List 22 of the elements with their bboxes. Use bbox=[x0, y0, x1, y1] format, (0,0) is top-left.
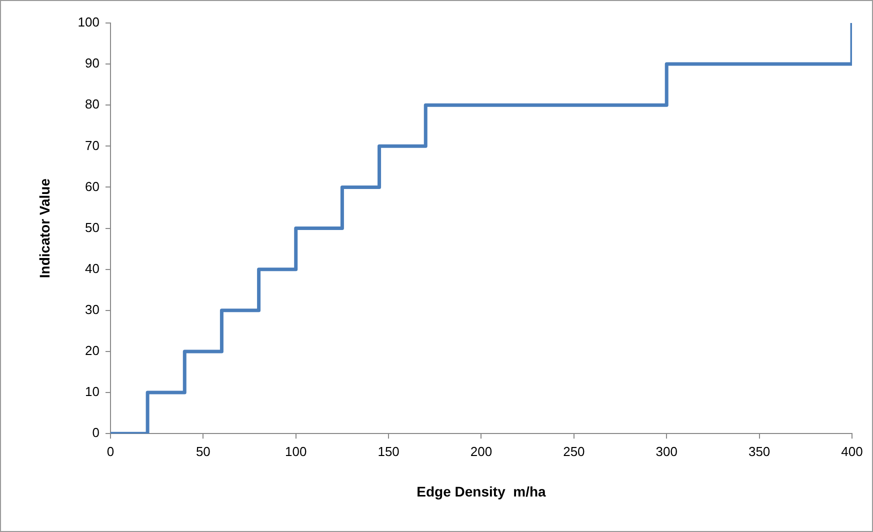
x-tick-label: 300 bbox=[656, 444, 678, 459]
y-tick-label: 80 bbox=[85, 96, 100, 112]
y-tick-label: 50 bbox=[85, 220, 100, 235]
x-axis-title: Edge Density m/ha bbox=[416, 483, 546, 500]
y-tick-label: 60 bbox=[85, 178, 100, 194]
x-tick-label: 250 bbox=[563, 444, 585, 459]
x-tick-label: 100 bbox=[285, 444, 307, 459]
x-tick-label: 150 bbox=[378, 444, 400, 459]
y-tick-label: 40 bbox=[85, 260, 100, 276]
y-tick-label: 90 bbox=[85, 56, 100, 71]
y-axis-title: Indicator Value bbox=[36, 178, 52, 278]
x-tick-label: 0 bbox=[106, 444, 114, 459]
x-tick-label: 200 bbox=[470, 444, 492, 459]
y-tick-label: 100 bbox=[78, 14, 100, 30]
y-tick-label: 10 bbox=[85, 384, 100, 400]
x-tick-label: 400 bbox=[841, 444, 863, 459]
y-tick-label: 20 bbox=[85, 343, 100, 358]
y-tick-label: 30 bbox=[85, 302, 100, 317]
y-tick-label: 0 bbox=[92, 425, 100, 440]
y-tick-label: 70 bbox=[85, 138, 100, 153]
x-tick-label: 50 bbox=[196, 444, 210, 459]
x-tick-label: 350 bbox=[748, 444, 770, 459]
